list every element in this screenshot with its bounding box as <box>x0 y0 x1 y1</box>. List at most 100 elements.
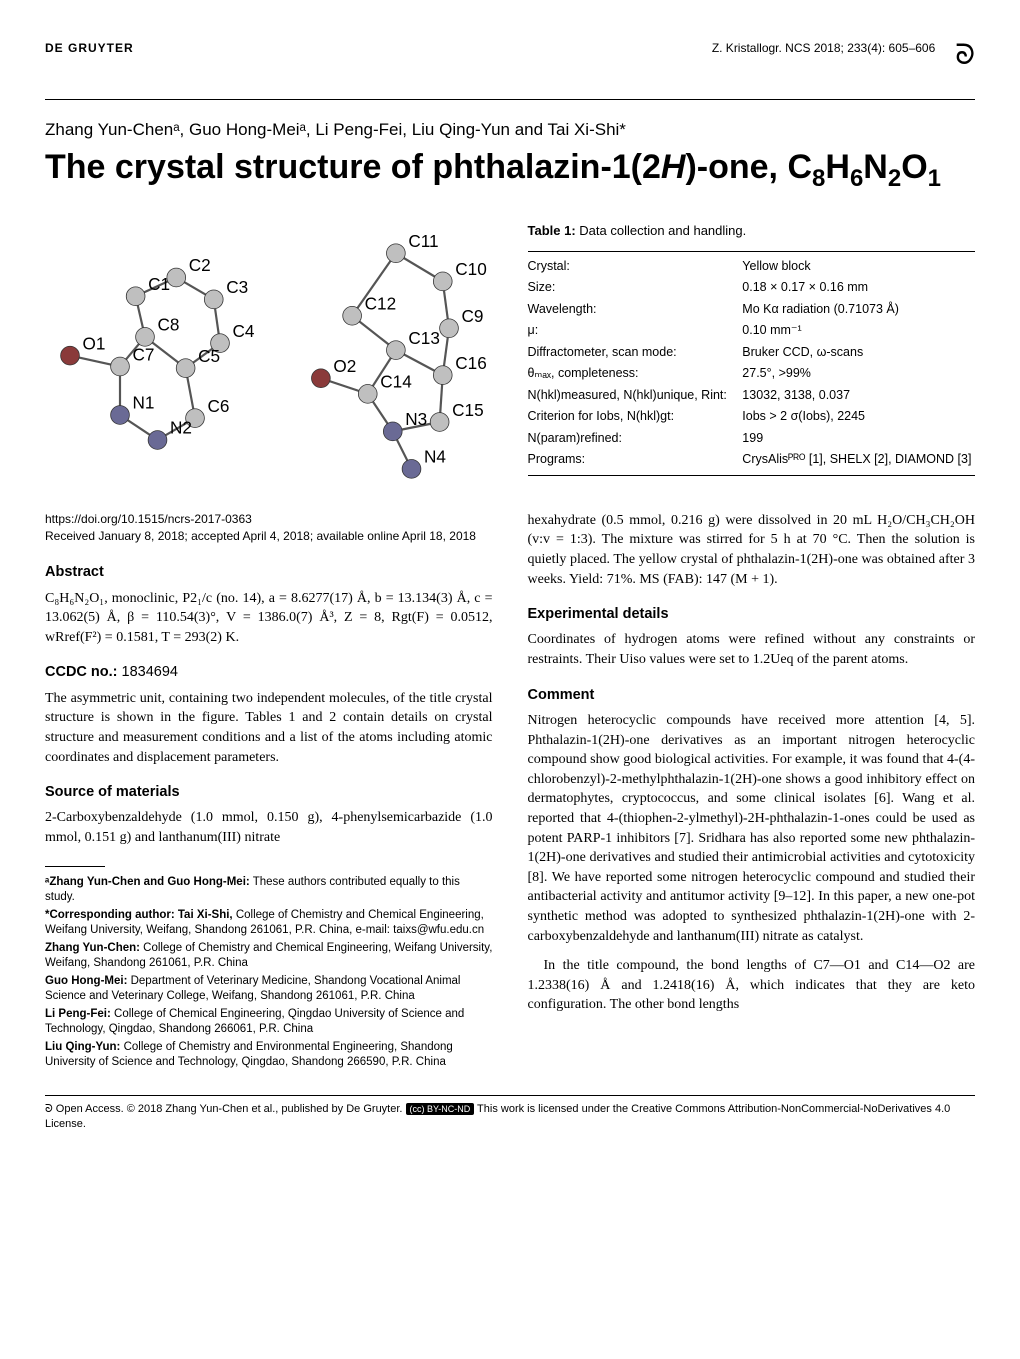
table-cell-key: Crystal: <box>528 251 743 277</box>
table-row: μ:0.10 mm⁻¹ <box>528 320 976 342</box>
ccdc-heading: CCDC no.: 1834694 <box>45 662 493 682</box>
footnote-a-bold: ᵃZhang Yun-Chen and Guo Hong-Mei: <box>45 876 250 888</box>
table-cell-value: Bruker CCD, ω-scans <box>742 342 975 364</box>
cc-badge: (cc) BY-NC-ND <box>406 1103 475 1116</box>
left-column: https://doi.org/10.1515/ncrs-2017-0363 R… <box>45 511 493 1073</box>
svg-text:N4: N4 <box>424 447 446 467</box>
abstract-text: C₈H₆N₂O₁, monoclinic, P2₁/c (no. 14), a … <box>45 589 493 648</box>
svg-text:C10: C10 <box>455 260 487 280</box>
table-cell-key: N(hkl)measured, N(hkl)unique, Rint: <box>528 385 743 407</box>
table-1: Table 1: Data collection and handling. C… <box>528 222 976 495</box>
svg-text:C13: C13 <box>408 328 440 348</box>
footnote-li-bold: Li Peng-Fei: <box>45 1008 111 1020</box>
svg-text:C9: C9 <box>461 306 483 326</box>
table-cell-value: 0.18 × 0.17 × 0.16 mm <box>742 277 975 299</box>
page-header: DE GRUYTER Z. Kristallogr. NCS 2018; 233… <box>45 40 975 74</box>
svg-text:C12: C12 <box>364 294 396 314</box>
svg-text:C14: C14 <box>380 372 412 392</box>
svg-text:C6: C6 <box>208 396 230 416</box>
hexahydrate-para: hexahydrate (0.5 mmol, 0.216 g) were dis… <box>528 511 976 589</box>
table-row: Wavelength:Mo Kα radiation (0.71073 Å) <box>528 299 976 321</box>
svg-text:N1: N1 <box>133 393 155 413</box>
footnotes: ᵃZhang Yun-Chen and Guo Hong-Mei: These … <box>45 875 493 1071</box>
svg-text:C4: C4 <box>233 321 255 341</box>
paper-title: The crystal structure of phthalazin-1(2H… <box>45 148 975 192</box>
svg-text:N3: N3 <box>405 410 427 430</box>
footnote-guo-bold: Guo Hong-Mei: <box>45 975 127 987</box>
table-cell-value: 27.5°, >99% <box>742 363 975 385</box>
table-row: Criterion for Iobs, N(hkl)gt:Iobs > 2 σ(… <box>528 406 976 428</box>
comment-heading: Comment <box>528 685 976 705</box>
table-cell-key: Diffractometer, scan mode: <box>528 342 743 364</box>
svg-text:C3: C3 <box>226 277 248 297</box>
table-cell-value: Iobs > 2 σ(Iobs), 2245 <box>742 406 975 428</box>
svg-text:C2: C2 <box>189 256 211 276</box>
table-1-body: Crystal:Yellow blockSize:0.18 × 0.17 × 0… <box>528 251 976 476</box>
authors-line: Zhang Yun-Chenᵃ, Guo Hong-Meiᵃ, Li Peng-… <box>45 118 975 142</box>
experimental-heading: Experimental details <box>528 604 976 624</box>
table-cell-key: Programs: <box>528 449 743 475</box>
table-cell-value: Mo Kα radiation (0.71073 Å) <box>742 299 975 321</box>
footnote-corr-bold: *Corresponding author: Tai Xi-Shi, <box>45 909 233 921</box>
table-row: N(hkl)measured, N(hkl)unique, Rint:13032… <box>528 385 976 407</box>
table-cell-key: Size: <box>528 277 743 299</box>
table-row: Size:0.18 × 0.17 × 0.16 mm <box>528 277 976 299</box>
svg-text:C8: C8 <box>158 315 180 335</box>
svg-text:C7: C7 <box>133 345 155 365</box>
svg-text:C5: C5 <box>198 346 220 366</box>
table-cell-key: Wavelength: <box>528 299 743 321</box>
doi-block: https://doi.org/10.1515/ncrs-2017-0363 R… <box>45 511 493 545</box>
svg-text:O2: O2 <box>333 356 356 376</box>
abstract-heading: Abstract <box>45 562 493 582</box>
asymmetric-unit-para: The asymmetric unit, containing two inde… <box>45 689 493 767</box>
comment-para-1: Nitrogen heterocyclic compounds have rec… <box>528 711 976 946</box>
open-access-icon: ᘐ <box>955 35 975 74</box>
table-cell-key: θₘₐₓ, completeness: <box>528 363 743 385</box>
table-cell-value: Yellow block <box>742 251 975 277</box>
table-cell-value: CrysAlisᴾᴿᴼ [1], SHELX [2], DIAMOND [3] <box>742 449 975 475</box>
table-cell-key: Criterion for Iobs, N(hkl)gt: <box>528 406 743 428</box>
table-row: θₘₐₓ, completeness:27.5°, >99% <box>528 363 976 385</box>
molecule-2-svg: C11 C10 C9 C16 C13 C12 C14 O2 N3 C15 N4 <box>274 222 493 495</box>
license-oa-icon: ᘐ <box>45 1103 53 1115</box>
bottom-rule <box>45 1095 975 1096</box>
comment-para-2: In the title compound, the bond lengths … <box>528 956 976 1015</box>
svg-text:C11: C11 <box>408 231 438 251</box>
source-heading: Source of materials <box>45 782 493 802</box>
experimental-para: Coordinates of hydrogen atoms were refin… <box>528 630 976 669</box>
table-1-caption: Table 1: Data collection and handling. <box>528 222 976 240</box>
table-1-caption-rest: Data collection and handling. <box>576 223 747 238</box>
svg-text:C15: C15 <box>452 400 484 420</box>
header-rule <box>45 99 975 100</box>
publisher-name: DE GRUYTER <box>45 40 134 57</box>
svg-text:O1: O1 <box>83 334 106 354</box>
ccdc-value: 1834694 <box>118 664 178 680</box>
table-row: Crystal:Yellow block <box>528 251 976 277</box>
received-dates: Received January 8, 2018; accepted April… <box>45 528 493 545</box>
molecule-figure: O1C7C8C1C2C3C4C5C6N2N1 C11C10C9C16C13C12… <box>45 222 493 495</box>
right-column: hexahydrate (0.5 mmol, 0.216 g) were dis… <box>528 511 976 1073</box>
source-para: 2-Carboxybenzaldehyde (1.0 mmol, 0.150 g… <box>45 808 493 847</box>
footnote-zhang-bold: Zhang Yun-Chen: <box>45 942 140 954</box>
figure-table-row: O1C7C8C1C2C3C4C5C6N2N1 C11C10C9C16C13C12… <box>45 222 975 495</box>
molecule-1-svg: O1C7C8C1C2C3C4C5C6N2N1 <box>45 222 264 495</box>
table-cell-key: μ: <box>528 320 743 342</box>
ccdc-label: CCDC no.: <box>45 664 118 680</box>
table-cell-value: 199 <box>742 428 975 450</box>
table-cell-key: N(param)refined: <box>528 428 743 450</box>
table-row: N(param)refined:199 <box>528 428 976 450</box>
table-row: Programs:CrysAlisᴾᴿᴼ [1], SHELX [2], DIA… <box>528 449 976 475</box>
footnote-rule <box>45 866 105 867</box>
doi-url: https://doi.org/10.1515/ncrs-2017-0363 <box>45 511 493 528</box>
table-cell-value: 0.10 mm⁻¹ <box>742 320 975 342</box>
two-column-body: https://doi.org/10.1515/ncrs-2017-0363 R… <box>45 511 975 1073</box>
table-cell-value: 13032, 3138, 0.037 <box>742 385 975 407</box>
journal-reference: Z. Kristallogr. NCS 2018; 233(4): 605–60… <box>712 40 935 57</box>
license-line: ᘐ Open Access. © 2018 Zhang Yun-Chen et … <box>45 1102 975 1133</box>
svg-text:C16: C16 <box>455 353 487 373</box>
svg-text:N2: N2 <box>170 418 192 438</box>
table-1-caption-bold: Table 1: <box>528 223 576 238</box>
table-row: Diffractometer, scan mode:Bruker CCD, ω-… <box>528 342 976 364</box>
license-text-1: Open Access. © 2018 Zhang Yun-Chen et al… <box>53 1103 406 1115</box>
footnote-liu-bold: Liu Qing-Yun: <box>45 1041 120 1053</box>
